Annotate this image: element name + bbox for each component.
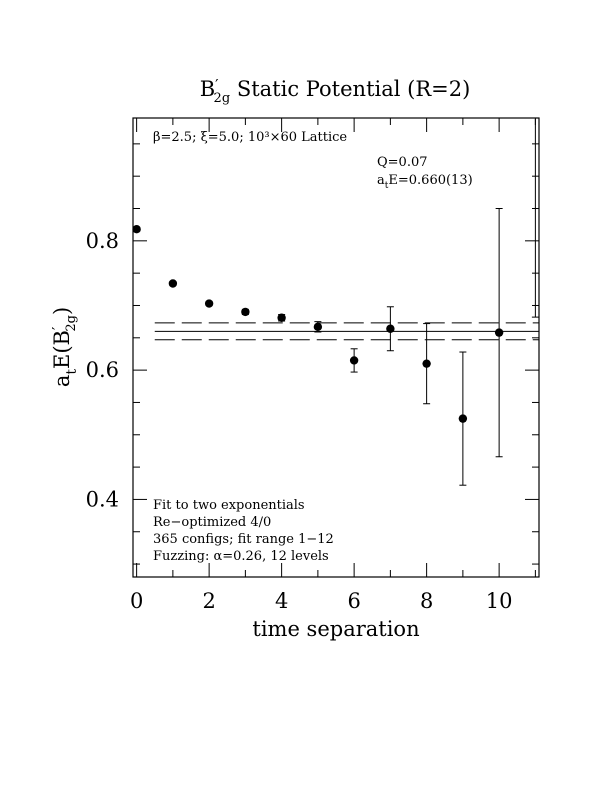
data-point-11 <box>531 119 539 318</box>
x-tick-label-5: 10 <box>486 589 513 613</box>
energy-prefix: a <box>377 173 385 188</box>
marker-2 <box>204 299 214 308</box>
ylabel-close: ) <box>50 307 74 315</box>
data-point-2 <box>204 299 214 308</box>
marker-9 <box>458 414 468 423</box>
title-prime: ′ <box>215 76 219 94</box>
note-1: Fit to two exponentials <box>153 498 305 513</box>
marker-0 <box>132 224 141 234</box>
marker-8 <box>422 359 431 368</box>
note-4: Fuzzing: α=0.26, 12 levels <box>153 549 329 564</box>
data-points <box>132 119 539 486</box>
ylabel-mid: E(B <box>50 330 74 369</box>
x-tick-label-3: 6 <box>347 589 360 613</box>
ylabel-a: a <box>50 375 74 388</box>
title-rest: Static Potential (R=2) <box>230 77 470 101</box>
y-tick-label-0: 0.4 <box>86 487 119 511</box>
y-tick-label-1: 0.6 <box>86 358 119 382</box>
x-tick-labels: 0 2 4 6 8 10 <box>130 589 513 613</box>
ylabel-prime: ′ <box>49 326 67 330</box>
title-main: B <box>200 77 215 101</box>
data-point-7 <box>386 306 395 352</box>
data-point-1 <box>168 279 178 288</box>
y-tick-label-2: 0.8 <box>86 229 119 253</box>
x-tick-label-2: 4 <box>275 589 288 613</box>
lattice-annotation: β=2.5; ξ=5.0; 10³×60 Lattice <box>153 130 347 145</box>
energy-sub: t <box>385 181 389 191</box>
data-point-6 <box>349 348 359 373</box>
energy-rest: E=0.660(13) <box>388 173 472 188</box>
data-point-8 <box>422 323 431 405</box>
x-ticks <box>136 118 536 577</box>
x-tick-label-0: 0 <box>130 589 143 613</box>
data-point-9 <box>458 351 468 486</box>
title-sub: 2g <box>214 91 231 106</box>
marker-3 <box>241 307 250 317</box>
fit-notes: Fit to two exponentials Re−optimized 4/0… <box>153 498 334 564</box>
marker-10 <box>494 328 504 337</box>
ylabel-sub: 2g <box>64 315 79 332</box>
q-annotation: Q=0.07 <box>377 155 428 170</box>
data-point-4 <box>277 313 286 322</box>
y-tick-labels: 0.4 0.6 0.8 <box>86 229 119 512</box>
chart-title: B′ 2g Static Potential (R=2) <box>200 76 471 106</box>
data-point-3 <box>241 307 250 317</box>
data-point-0 <box>132 224 141 234</box>
ylabel-a-sub: t <box>64 369 80 375</box>
data-point-10 <box>494 208 504 458</box>
marker-7 <box>386 324 395 333</box>
data-point-5 <box>313 321 323 333</box>
x-tick-label-4: 8 <box>420 589 433 613</box>
marker-1 <box>168 279 178 288</box>
x-tick-label-1: 2 <box>202 589 215 613</box>
marker-6 <box>349 356 359 365</box>
energy-annotation: atE=0.660(13) <box>377 173 473 191</box>
marker-5 <box>313 322 323 332</box>
note-2: Re−optimized 4/0 <box>153 515 271 530</box>
fit-band <box>154 322 539 341</box>
y-axis-label: atE(B′2g) <box>49 307 80 387</box>
x-axis-label: time separation <box>252 617 419 641</box>
plot-frame <box>132 117 540 578</box>
note-3: 365 configs; fit range 1−12 <box>153 532 334 547</box>
marker-4 <box>277 313 286 322</box>
